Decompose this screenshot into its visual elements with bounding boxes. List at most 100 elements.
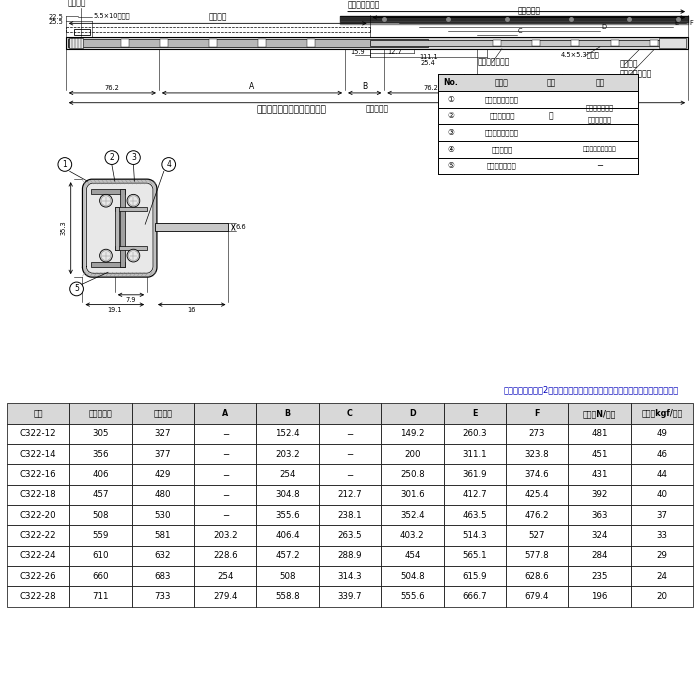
Text: 本図は左レールを示します。: 本図は左レールを示します。	[256, 106, 326, 115]
Text: 15.9: 15.9	[350, 49, 365, 55]
Text: 111.1: 111.1	[419, 54, 438, 60]
Text: 25.5: 25.5	[49, 20, 64, 25]
Circle shape	[99, 249, 112, 262]
Bar	[66, 37, 688, 49]
Text: 仕上: 仕上	[595, 78, 605, 87]
Bar	[571, 40, 580, 46]
Text: 光沢クロメート: 光沢クロメート	[586, 104, 614, 111]
Circle shape	[99, 195, 112, 207]
Text: レール長さ: レール長さ	[517, 6, 540, 15]
Text: 5: 5	[74, 284, 79, 293]
Text: バンパー: バンパー	[620, 75, 638, 84]
Text: フェルト: フェルト	[68, 0, 86, 8]
Polygon shape	[83, 179, 157, 277]
Bar	[115, 246, 147, 250]
Text: ③: ③	[447, 128, 454, 137]
Bar	[307, 39, 315, 47]
Text: 19.1: 19.1	[108, 307, 122, 313]
Text: サイレンシング: サイレンシング	[620, 69, 652, 78]
Text: 中間メンバー: 中間メンバー	[489, 113, 514, 119]
Text: ②: ②	[447, 111, 454, 120]
Text: 7.9: 7.9	[126, 297, 136, 303]
Bar	[120, 39, 129, 47]
Circle shape	[127, 249, 140, 262]
Text: 16: 16	[188, 307, 196, 313]
Text: インナーメンバー: インナーメンバー	[485, 130, 519, 136]
Text: 12.7: 12.7	[387, 49, 402, 55]
Bar	[258, 39, 266, 47]
Text: 本品は１セット（2本）単位での販売です。ご注文数「１」で１セットです。: 本品は１セット（2本）単位での販売です。ご注文数「１」で１セットです。	[504, 386, 679, 394]
Text: アウターメンバー: アウターメンバー	[485, 96, 519, 103]
Text: 同一または以下: 同一または以下	[348, 1, 380, 10]
Text: ⑤: ⑤	[447, 162, 454, 170]
Text: A: A	[249, 82, 255, 91]
Text: 4: 4	[167, 160, 171, 169]
Text: 部品名: 部品名	[495, 78, 509, 87]
Circle shape	[127, 195, 140, 207]
Bar	[659, 38, 686, 48]
Text: ①: ①	[447, 94, 454, 104]
Text: 材料: 材料	[546, 78, 556, 87]
Text: スチールボール: スチールボール	[487, 162, 517, 169]
Circle shape	[101, 251, 111, 260]
Text: 76.2: 76.2	[105, 85, 120, 91]
Text: 6.6: 6.6	[235, 224, 246, 230]
Text: （亜邉めっき鉱板）: （亜邉めっき鉱板）	[583, 146, 617, 152]
Circle shape	[162, 158, 176, 172]
Circle shape	[129, 251, 139, 260]
Bar	[68, 39, 428, 47]
Text: 5.5×10長円穴: 5.5×10長円穴	[93, 12, 130, 19]
Text: 2: 2	[109, 153, 114, 162]
Bar	[115, 206, 147, 211]
Text: フェルト: フェルト	[620, 60, 638, 69]
Bar	[120, 189, 125, 267]
Text: 25.4: 25.4	[421, 60, 436, 66]
Circle shape	[58, 158, 71, 172]
Bar	[209, 39, 217, 47]
Bar	[91, 262, 125, 267]
Bar	[160, 39, 168, 47]
Circle shape	[101, 196, 111, 206]
Bar	[678, 40, 685, 46]
Text: レール長さ: レール長さ	[365, 105, 389, 113]
Bar	[438, 108, 638, 125]
Text: 移動距離: 移動距離	[209, 13, 227, 22]
Bar	[532, 40, 540, 46]
Text: −: −	[596, 162, 603, 170]
Bar	[438, 91, 638, 108]
Text: No.: No.	[444, 78, 458, 87]
Polygon shape	[86, 183, 153, 273]
Text: B: B	[362, 82, 368, 91]
Text: 鋼: 鋼	[549, 111, 553, 120]
Bar	[438, 74, 638, 91]
Bar	[69, 38, 83, 48]
Bar	[155, 223, 228, 231]
Circle shape	[105, 150, 119, 164]
Text: リテーナー: リテーナー	[491, 146, 512, 153]
Bar	[438, 158, 638, 174]
Text: 3: 3	[131, 153, 136, 162]
Bar	[74, 29, 90, 35]
Bar	[91, 189, 125, 194]
Text: 76.2: 76.2	[424, 85, 438, 91]
Text: 4.5×5.3長円穴: 4.5×5.3長円穴	[561, 52, 599, 58]
Text: C: C	[517, 28, 522, 34]
Bar	[493, 40, 501, 46]
Circle shape	[70, 282, 83, 296]
Circle shape	[127, 150, 140, 164]
Bar	[438, 125, 638, 141]
Text: D: D	[601, 25, 606, 30]
Bar	[438, 141, 638, 158]
Text: 35.3: 35.3	[61, 220, 66, 235]
Text: アクセスホール: アクセスホール	[477, 57, 510, 66]
Text: F: F	[689, 20, 693, 27]
Text: E: E	[674, 20, 678, 27]
Text: 1: 1	[62, 160, 67, 169]
Text: 処理（三価）: 処理（三価）	[588, 116, 612, 122]
Bar	[610, 40, 619, 46]
Bar	[650, 40, 658, 46]
Text: 22.5: 22.5	[49, 15, 64, 20]
Bar	[115, 206, 119, 250]
Bar	[370, 40, 683, 46]
Text: ④: ④	[447, 145, 454, 154]
